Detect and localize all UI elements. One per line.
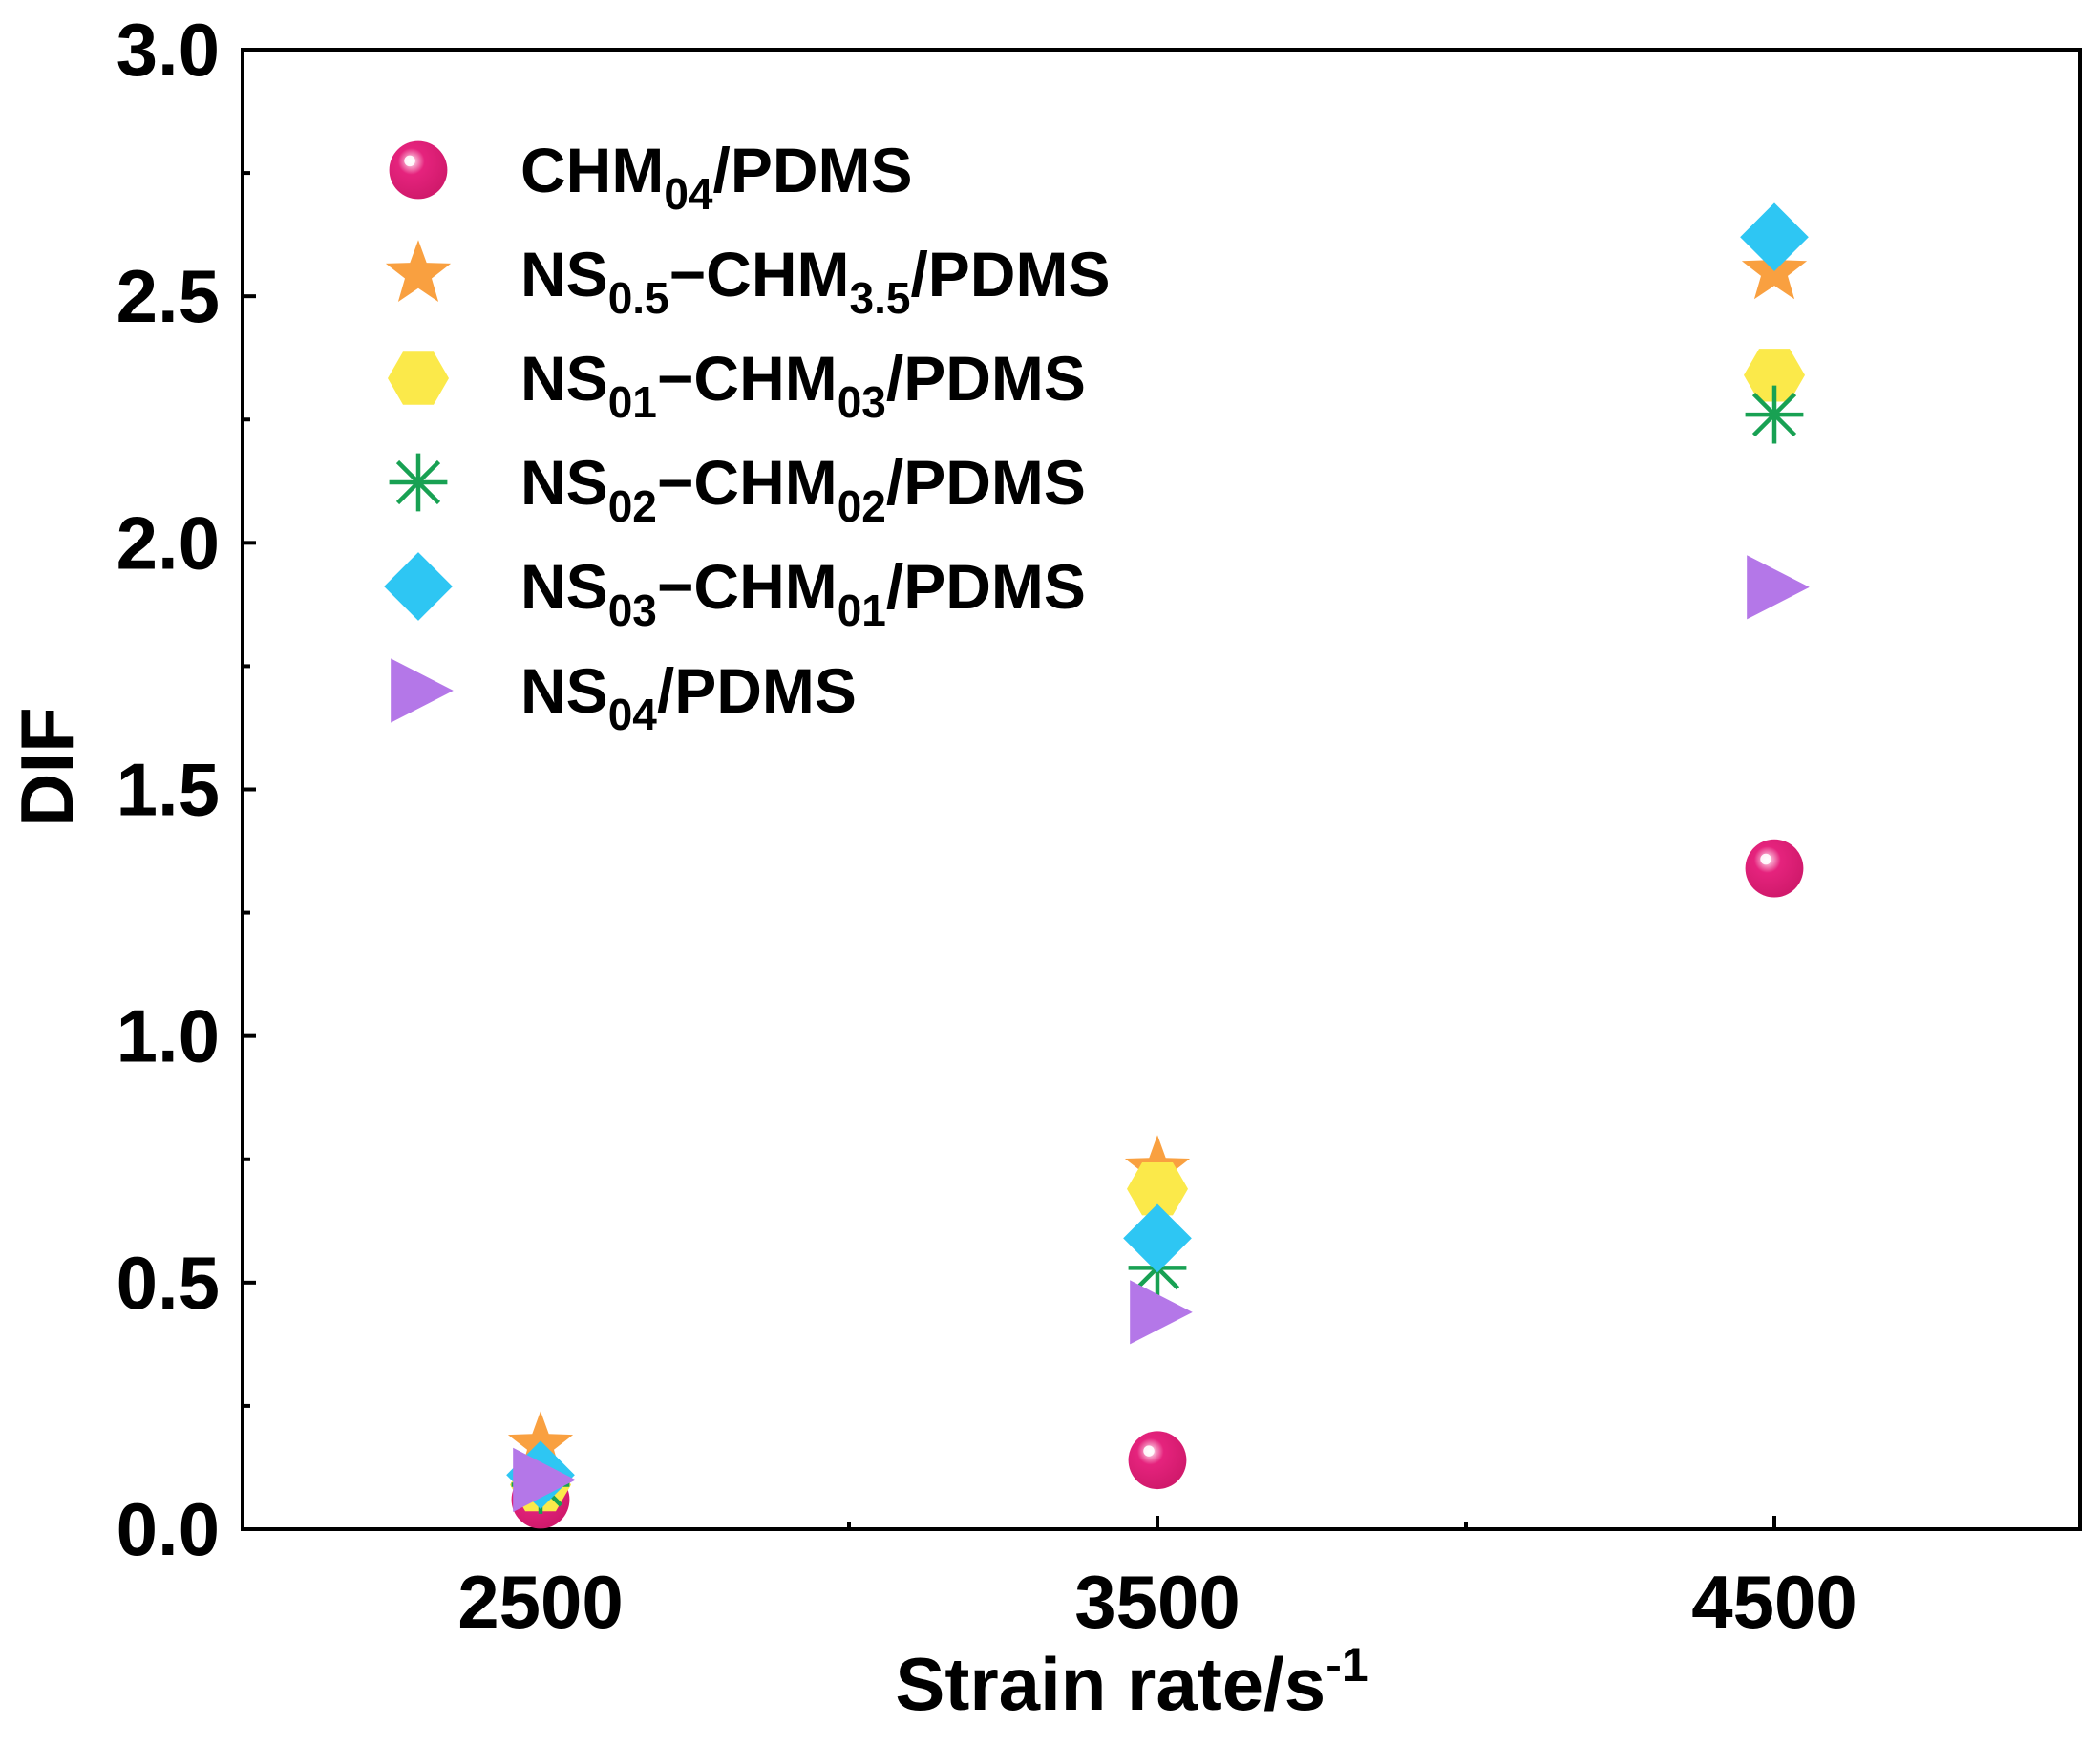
x-tick-label: 2500: [457, 1560, 624, 1644]
legend-item: NS03−CHM01/PDMS: [384, 551, 1086, 635]
legend-label-text: /PDMS: [657, 655, 857, 726]
legend-label: NS02−CHM02/PDMS: [520, 447, 1086, 531]
data-points: [506, 202, 1810, 1529]
legend-item: NS02−CHM02/PDMS: [389, 447, 1086, 531]
legend-label-subscript: 04: [664, 169, 713, 219]
legend-label: NS0.5−CHM3.5/PDMS: [520, 239, 1110, 323]
legend-label-text: /PDMS: [712, 135, 912, 205]
y-tick-label: 1.0: [117, 994, 220, 1078]
legend-label-text: /PDMS: [886, 551, 1086, 622]
legend-label-subscript: 01: [838, 586, 886, 635]
y-tick-label: 2.0: [117, 500, 220, 585]
legend-label-subscript: 01: [608, 377, 657, 427]
legend-marker-diamond: [384, 552, 453, 621]
legend-item: NS0.5−CHM3.5/PDMS: [385, 239, 1110, 323]
y-tick-label: 0.5: [117, 1241, 220, 1325]
data-point-triangle-right: [513, 1447, 576, 1512]
legend-label-text: NS: [520, 655, 608, 726]
legend-label-subscript: 3.5: [850, 273, 911, 323]
data-point-triangle-right: [1130, 1280, 1193, 1345]
legend-label-text: NS: [520, 551, 608, 622]
data-point-diamond: [1123, 1203, 1192, 1273]
legend-marker-triangle-right: [391, 658, 454, 723]
legend-label: NS01−CHM03/PDMS: [520, 343, 1086, 427]
legend-label-text: −CHM: [669, 239, 850, 309]
legend-label: NS03−CHM01/PDMS: [520, 551, 1086, 635]
legend-marker-star: [385, 240, 452, 302]
legend-label-subscript: 02: [608, 481, 657, 531]
legend-label-subscript: 03: [608, 586, 657, 635]
data-point-sphere: [1745, 839, 1804, 898]
legend-label-text: /PDMS: [910, 239, 1110, 309]
x-axis-title-superscript: -1: [1326, 1638, 1368, 1692]
x-axis-title: Strain rate/s-1: [895, 1638, 1368, 1726]
legend-label-text: CHM: [520, 135, 664, 205]
legend: CHM04/PDMSNS0.5−CHM3.5/PDMSNS01−CHM03/PD…: [384, 135, 1110, 739]
x-axis-title-text: Strain rate/s: [895, 1642, 1326, 1726]
data-point-diamond: [1740, 202, 1809, 272]
legend-label-text: NS: [520, 239, 608, 309]
legend-label-text: NS: [520, 343, 608, 414]
legend-item: CHM04/PDMS: [389, 135, 913, 219]
y-tick-label: 1.5: [117, 748, 220, 832]
y-tick-label: 3.0: [117, 8, 220, 92]
legend-label-text: /PDMS: [886, 447, 1086, 518]
x-tick-label: 4500: [1691, 1560, 1857, 1644]
legend-label-text: −CHM: [657, 551, 838, 622]
legend-item: NS04/PDMS: [391, 655, 857, 739]
legend-label-text: −CHM: [657, 343, 838, 414]
axes: 0.0 0.5 1.0 1.5 2.0 2.5 3.0 2500 3500 4500: [117, 8, 2082, 1644]
legend-label-subscript: 03: [838, 377, 886, 427]
x-tick-label: 3500: [1074, 1560, 1241, 1644]
data-point-triangle-right: [1747, 555, 1810, 620]
legend-label-subscript: 04: [608, 690, 658, 739]
legend-label-subscript: 02: [838, 481, 886, 531]
legend-label-text: −CHM: [657, 447, 838, 518]
y-tick-label: 0.0: [117, 1487, 220, 1571]
data-point-sphere: [1128, 1431, 1187, 1490]
legend-label-text: NS: [520, 447, 608, 518]
data-point-asterisk: [1745, 385, 1804, 444]
y-axis-title: DIF: [5, 707, 89, 827]
legend-marker-hexagon: [388, 351, 449, 405]
legend-label-subscript: 0.5: [608, 273, 669, 323]
data-point-hexagon: [1127, 1162, 1188, 1216]
legend-label: CHM04/PDMS: [520, 135, 913, 219]
data-point-hexagon: [1744, 349, 1805, 402]
legend-marker-sphere: [389, 140, 448, 200]
legend-marker-asterisk: [389, 453, 448, 512]
y-tick-label: 2.5: [117, 254, 220, 338]
legend-label-text: /PDMS: [886, 343, 1086, 414]
legend-item: NS01−CHM03/PDMS: [388, 343, 1086, 427]
legend-label: NS04/PDMS: [520, 655, 857, 739]
